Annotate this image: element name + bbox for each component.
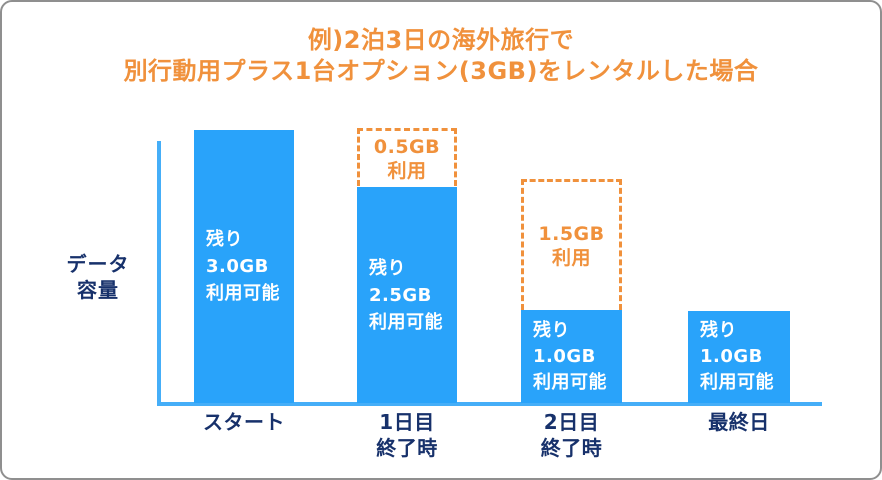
bar-label-line: 利用可能 [700, 372, 774, 393]
y-axis-line [157, 141, 161, 406]
y-axis-label-line-2: 容量 [77, 278, 119, 302]
bar-label-line: 残り [700, 320, 737, 341]
bar-label-value: 3.0GB [206, 256, 269, 277]
bar-day2-remaining: 残り 1.0GB 利用可能 [521, 310, 622, 403]
bar-label-value: 1.0GB [533, 345, 596, 367]
x-label-last-day: 最終日 [678, 409, 800, 435]
chart-title-line-1: 例)2泊3日の海外旅行で [307, 26, 575, 54]
x-label-line: 1日目 [379, 410, 435, 434]
x-label-line: 最終日 [708, 410, 770, 434]
bar-label-value: 2.5GB [369, 284, 432, 306]
bar-day1-remaining: 残り 2.5GB 利用可能 [357, 187, 457, 403]
x-label-day2-end: 2日目 終了時 [511, 409, 632, 461]
x-label-start: スタート [184, 409, 304, 435]
bar-label-line: 利用可能 [533, 371, 607, 393]
used-data-box-day1: 0.5GB 利用 [357, 128, 457, 186]
bar-label-value: 1.0GB [700, 346, 763, 367]
y-axis-label-line-1: データ [66, 252, 130, 276]
x-label-line: 終了時 [376, 436, 438, 460]
bar-label-line: 残り [206, 229, 243, 250]
x-label-line: スタート [203, 410, 285, 434]
x-label-day1-end: 1日目 終了時 [347, 409, 467, 461]
bar-start-remaining: 残り 3.0GB 利用可能 [194, 130, 294, 403]
used-label-value: 1.5GB [538, 223, 605, 245]
bar-label-line: 残り [533, 319, 570, 341]
x-axis-line [157, 402, 822, 406]
bar-lastday-remaining: 残り 1.0GB 利用可能 [688, 311, 790, 403]
x-label-line: 2日目 [543, 410, 600, 434]
bar-label-line: 利用可能 [206, 283, 280, 304]
used-label-line: 利用 [551, 247, 591, 269]
used-label-value: 0.5GB [373, 135, 441, 158]
x-label-line: 終了時 [540, 436, 603, 460]
y-axis-label: データ 容量 [42, 251, 154, 303]
used-label-line: 利用 [387, 159, 427, 182]
bar-label-line: 残り [369, 257, 406, 279]
chart-title-line-2: 別行動用プラス1台オプション(3GB)をレンタルした場合 [123, 57, 759, 85]
used-data-box-day2: 1.5GB 利用 [521, 179, 622, 310]
chart-title: 例)2泊3日の海外旅行で 別行動用プラス1台オプション(3GB)をレンタルした場… [2, 25, 880, 87]
bar-label-line: 利用可能 [369, 311, 443, 333]
